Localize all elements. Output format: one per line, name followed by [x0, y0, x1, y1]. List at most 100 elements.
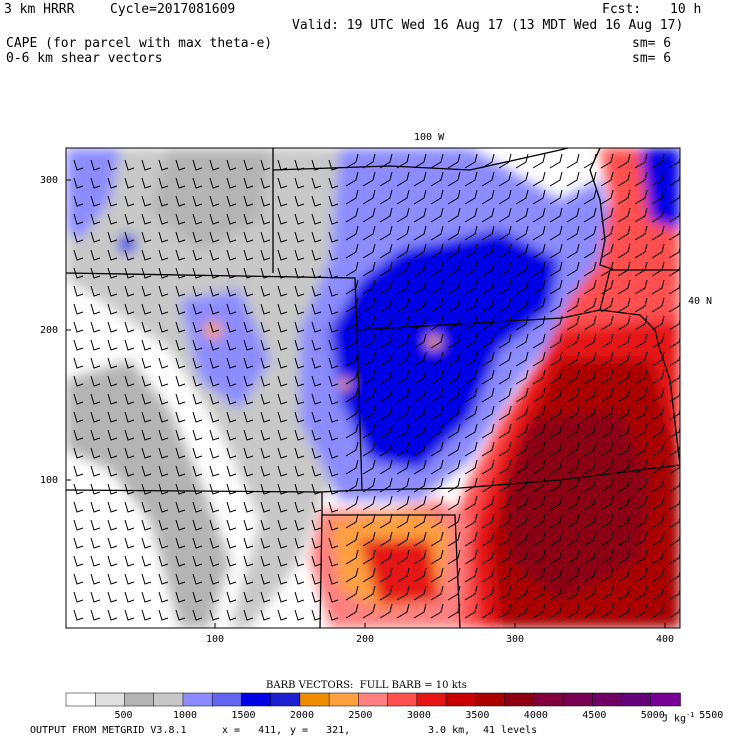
smoothing-1: sm= 6 — [632, 36, 672, 51]
wind-barb — [260, 159, 271, 171]
wind-barb — [141, 159, 152, 171]
wind-barb — [634, 351, 648, 367]
wind-barb — [668, 371, 680, 385]
wind-barb — [192, 483, 203, 495]
wind-barb — [430, 531, 444, 547]
wind-barb — [617, 441, 631, 457]
wind-barb — [107, 447, 118, 459]
wind-barb — [124, 537, 135, 549]
wind-barb — [243, 393, 254, 405]
wind-barb — [90, 465, 101, 477]
wind-barb — [158, 393, 169, 405]
wind-barb — [617, 153, 631, 169]
wind-barb — [124, 447, 135, 459]
wind-barb — [209, 177, 220, 189]
wind-barb — [226, 303, 237, 315]
wind-barb — [209, 555, 220, 567]
wind-barb — [379, 405, 393, 421]
wind-barb — [515, 405, 529, 421]
wind-barb — [532, 387, 546, 403]
wind-barb — [277, 231, 288, 243]
wind-barb — [396, 369, 410, 385]
wind-barb — [175, 177, 186, 189]
wind-barb — [73, 231, 84, 243]
wind-barb — [107, 339, 118, 351]
wind-barb — [464, 477, 478, 493]
wind-barb — [294, 573, 305, 585]
wind-barb — [634, 369, 648, 385]
wind-barb — [583, 567, 597, 583]
wind-barb — [141, 465, 152, 477]
wind-barb — [175, 249, 186, 261]
wind-barb — [260, 591, 271, 603]
wind-barb — [549, 225, 563, 241]
wind-barb — [430, 351, 444, 367]
wind-barb — [668, 191, 680, 205]
wind-barb — [90, 303, 101, 315]
wind-barb — [107, 465, 118, 477]
wind-barb — [328, 591, 339, 603]
wind-barb — [277, 447, 288, 459]
wind-barb — [481, 513, 495, 529]
wind-barb — [617, 333, 631, 349]
wind-barb — [209, 411, 220, 423]
wind-barb — [532, 603, 546, 619]
wind-barb — [617, 405, 631, 421]
wind-barb — [124, 159, 135, 171]
wind-barb — [464, 315, 478, 331]
wind-barb — [73, 555, 84, 567]
wind-barb — [413, 351, 427, 367]
wind-barb — [600, 153, 614, 169]
wind-barb — [124, 339, 135, 351]
y-tick-label: 300 — [40, 175, 59, 186]
wind-barb — [430, 207, 444, 223]
wind-barb — [532, 189, 546, 205]
wind-barb — [345, 459, 359, 475]
wind-barb — [328, 429, 339, 441]
wind-barb — [515, 477, 529, 493]
wind-barb — [243, 303, 254, 315]
fcst-label: Fcst: — [602, 2, 642, 17]
wind-barb — [498, 405, 512, 421]
wind-barb — [515, 369, 529, 385]
wind-barb — [107, 213, 118, 225]
wind-barb — [498, 549, 512, 565]
wind-barb — [260, 519, 271, 531]
wind-barb — [260, 501, 271, 513]
wind-barb — [328, 285, 339, 297]
wind-barb — [447, 405, 461, 421]
wind-barb — [566, 567, 580, 583]
wind-barb — [413, 477, 427, 493]
wind-barb — [226, 285, 237, 297]
units-label: J kg-1 — [662, 710, 695, 724]
wind-barb — [583, 189, 597, 205]
wind-barb — [430, 153, 444, 169]
wind-barb — [209, 447, 220, 459]
wind-barb — [192, 447, 203, 459]
wind-barb — [566, 405, 580, 421]
wind-barb — [107, 231, 118, 243]
wind-barb — [107, 249, 118, 261]
model-label: 3 km HRRR — [4, 2, 75, 17]
wind-barb — [226, 267, 237, 279]
wind-barb — [430, 279, 444, 295]
wind-barb — [379, 333, 393, 349]
wind-barb — [515, 225, 529, 241]
wind-barb — [294, 375, 305, 387]
wind-barb — [634, 423, 648, 439]
meridian-label: 100 W — [414, 132, 445, 143]
wind-barb — [90, 393, 101, 405]
wind-barb — [583, 495, 597, 511]
field-title-cape: CAPE (for parcel with max theta-e) — [6, 36, 273, 51]
wind-barb — [294, 591, 305, 603]
wind-barb — [158, 303, 169, 315]
wind-barb — [107, 411, 118, 423]
wind-barb — [243, 591, 254, 603]
wind-barb — [226, 573, 237, 585]
wind-barb — [243, 555, 254, 567]
wind-barb — [430, 297, 444, 313]
wind-barb — [362, 513, 376, 529]
wind-barb — [583, 207, 597, 223]
wind-barb — [209, 573, 220, 585]
wind-barb — [515, 333, 529, 349]
